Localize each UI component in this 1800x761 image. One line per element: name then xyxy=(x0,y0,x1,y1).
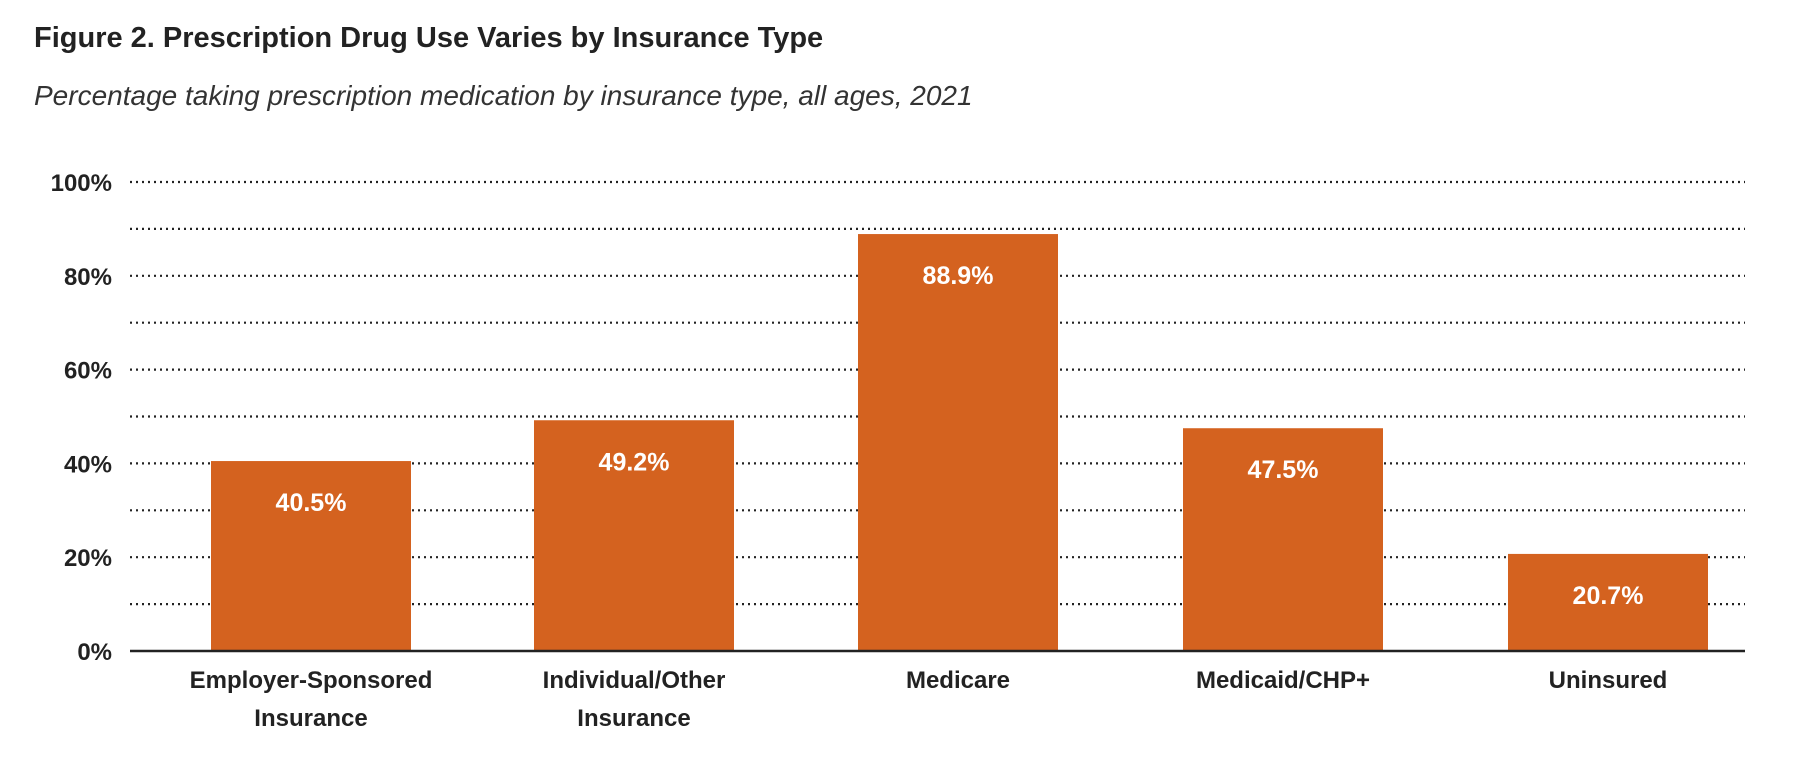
gridlines xyxy=(130,180,1745,606)
data-label: 88.9% xyxy=(923,262,994,290)
x-category-label: Uninsured xyxy=(1549,667,1668,694)
chart-title: Figure 2. Prescription Drug Use Varies b… xyxy=(34,22,824,54)
bar xyxy=(858,234,1058,651)
y-tick-label: 100% xyxy=(51,170,112,197)
bar xyxy=(1508,553,1708,651)
bars xyxy=(211,234,1708,651)
x-category-label: Medicaid/CHP+ xyxy=(1196,667,1370,694)
labels: 0% 20% 40% 60% 80% 100% 40.5% Employer-Sponsore… xyxy=(51,170,1668,732)
x-category-label: Individual/Other xyxy=(543,667,726,694)
data-label: 49.2% xyxy=(599,448,670,476)
bar xyxy=(1183,428,1383,651)
y-tick-label: 20% xyxy=(64,545,112,572)
bar xyxy=(211,461,411,651)
x-category-label: Insurance xyxy=(577,705,690,732)
data-label: 47.5% xyxy=(1248,456,1319,484)
y-tick-label: 0% xyxy=(77,639,112,666)
y-tick-label: 60% xyxy=(64,358,112,385)
y-tick-label: 40% xyxy=(64,451,112,478)
x-category-label: Medicare xyxy=(906,667,1010,694)
chart-subtitle: Percentage taking prescription medicatio… xyxy=(34,80,973,111)
data-label: 40.5% xyxy=(276,489,347,517)
y-tick-label: 80% xyxy=(64,264,112,291)
bar xyxy=(534,420,734,651)
x-category-label: Insurance xyxy=(254,705,367,732)
x-category-label: Employer-Sponsored xyxy=(190,667,433,694)
data-label: 20.7% xyxy=(1573,582,1644,610)
